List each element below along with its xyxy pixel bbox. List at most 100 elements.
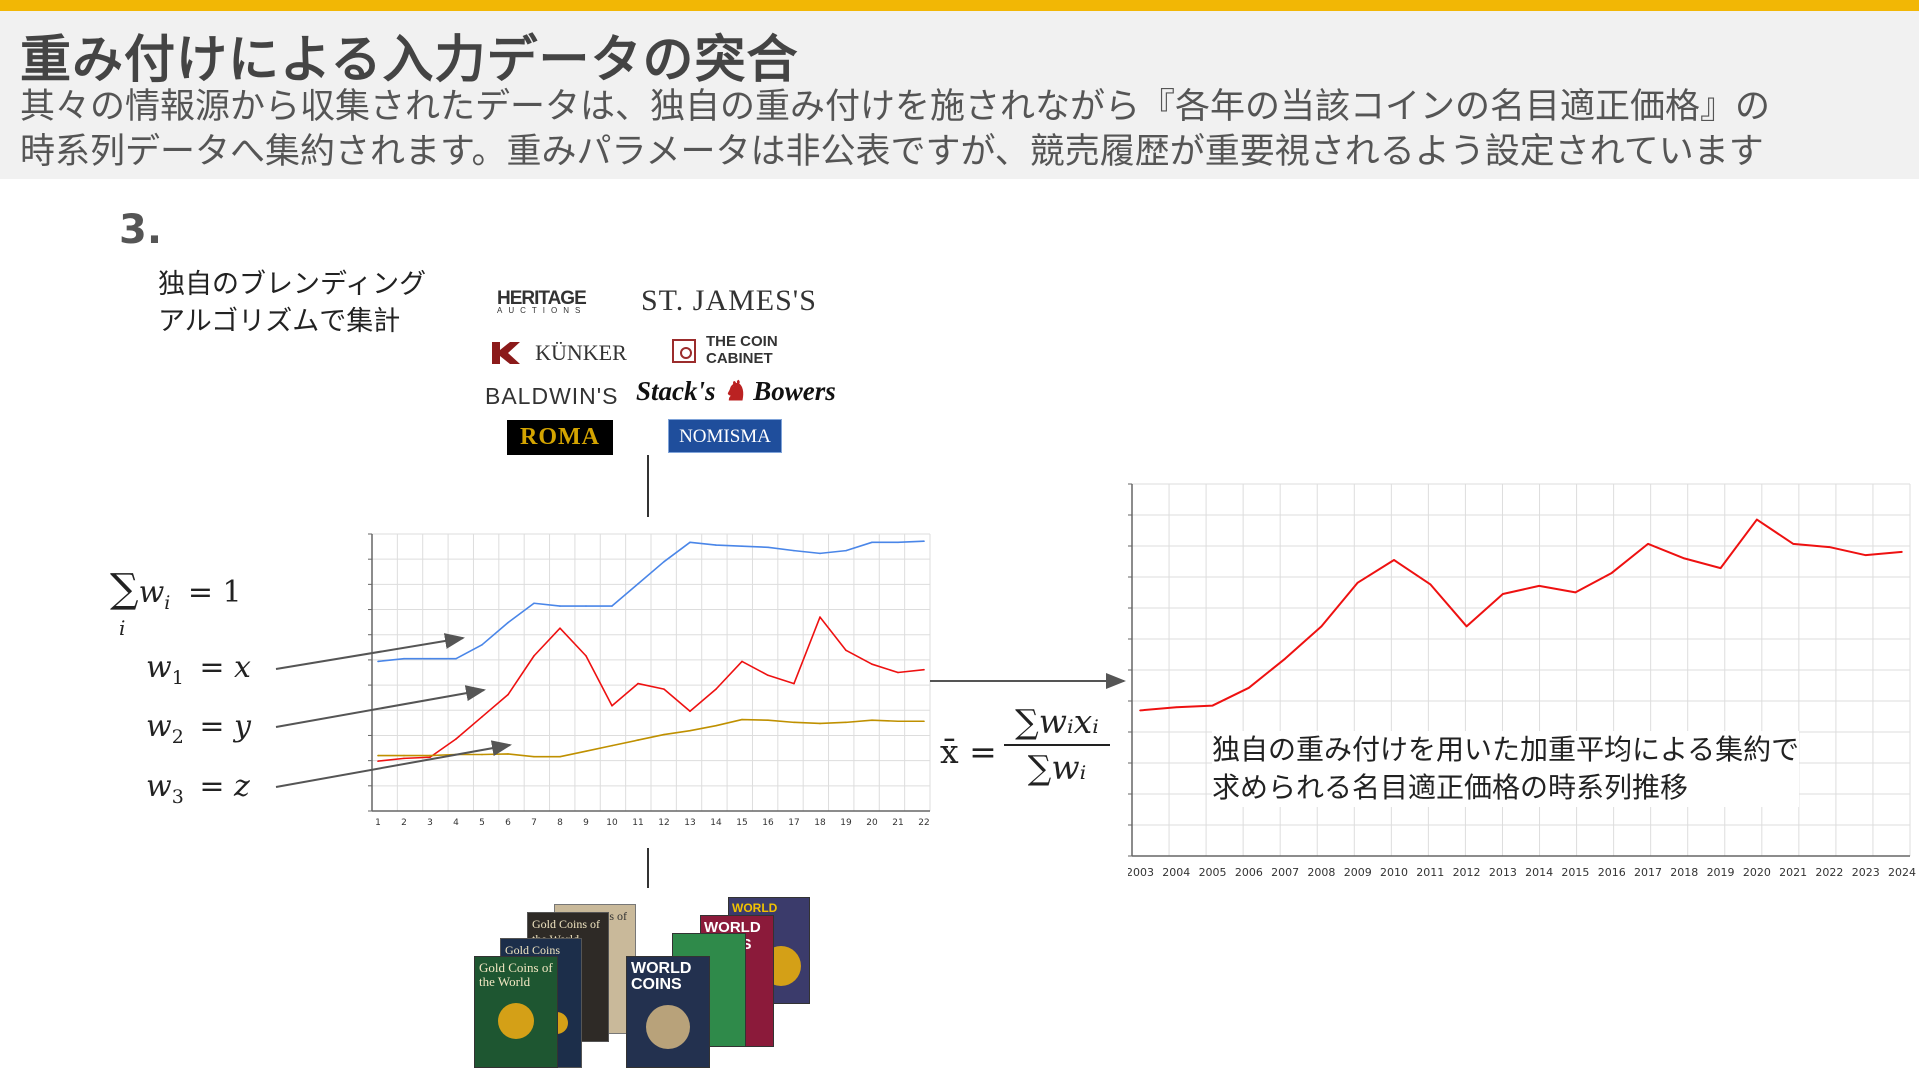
series-3-point (611, 744, 613, 747)
series-line-1 (377, 540, 925, 663)
weight-2-value: = y (199, 709, 251, 744)
subtitle-line-1: 其々の情報源から収集されたデータは、独自の重み付けを施されながら『各年の当該コイ… (20, 87, 1771, 127)
x-tick-label: 12 (658, 818, 669, 828)
x-tick-label: 2023 (1852, 866, 1880, 879)
blend-label: 独自のブレンディング アルゴリズムで集計 (158, 266, 426, 340)
x-tick-label: 2021 (1779, 866, 1807, 879)
series-1-point (1719, 567, 1722, 569)
x-tick-label: 13 (684, 818, 695, 828)
series-1-point (1828, 546, 1831, 548)
heritage-logo-text: HERITAGE (497, 288, 587, 309)
book-gold-coins-front: Gold Coins of the World (474, 956, 558, 1068)
x-tick-label: 4 (453, 818, 459, 828)
series-3-point (533, 755, 535, 758)
series-2-point (377, 760, 379, 762)
x-tick-label: 2022 (1815, 866, 1843, 879)
series-1-point (1356, 581, 1359, 584)
x-tick-label: 8 (557, 818, 563, 828)
weight-2-formula: w2 = y (146, 709, 251, 748)
weight-2-symbol: w (146, 709, 172, 744)
weight-sum-formula: ∑wi = 1 (110, 566, 242, 614)
connector-logos (647, 455, 649, 517)
series-2-point (559, 627, 561, 629)
series-1-point (1465, 625, 1468, 628)
weighted-mean-label: x̄ = (940, 732, 997, 771)
x-tick-label: 2009 (1344, 866, 1372, 879)
series-2-point (663, 688, 665, 690)
series-1-point (1574, 591, 1577, 594)
step-number: 3. (119, 207, 163, 253)
series-2-point (429, 756, 431, 759)
series-2-point (611, 704, 613, 707)
series-1-point (585, 605, 587, 607)
fraction-denominator: ∑wᵢ (1027, 748, 1087, 787)
x-tick-label: 2007 (1271, 866, 1299, 879)
series-2-point (403, 757, 405, 760)
book-front-world-coin-icon (646, 1005, 690, 1049)
series-1-point (871, 541, 873, 544)
series-3-point (429, 754, 431, 757)
weighted-mean-fraction: ∑wᵢxᵢ ∑wᵢ (1004, 702, 1110, 788)
x-tick-label: 5 (479, 818, 485, 828)
series-3-point (637, 739, 639, 741)
weight-symbol: w (138, 575, 165, 610)
sum-symbol: ∑ (110, 566, 139, 612)
sum-index: i (119, 616, 126, 640)
series-1-point (793, 549, 795, 552)
series-3-point (559, 755, 561, 758)
fraction-numerator: ∑wᵢxᵢ (1015, 702, 1099, 741)
series-1-point (1647, 543, 1649, 545)
x-tick-label: 2008 (1307, 866, 1335, 879)
book-dark-title: Gold Coins (505, 943, 561, 957)
coin-cabinet-text-2: CABINET (706, 350, 773, 367)
series-2-point (455, 738, 457, 740)
series-1-point (1175, 706, 1178, 708)
weight-1-value: = x (199, 650, 251, 685)
series-1-point (559, 605, 561, 607)
series-2-point (845, 649, 847, 652)
series-2-point (819, 616, 821, 618)
fraction-bar (1004, 744, 1110, 746)
series-2-point (871, 663, 873, 665)
series-1-point (1211, 704, 1214, 707)
book-front-coin-icon (498, 1003, 534, 1039)
accent-bar (0, 0, 1919, 11)
weight-3-value: = z (199, 769, 250, 804)
series-1-point (1901, 551, 1903, 553)
weight-3-index: 3 (171, 786, 184, 808)
series-3-point (819, 722, 821, 725)
x-tick-label: 2 (401, 818, 407, 828)
series-1-point (611, 605, 613, 607)
x-tick-label: 2016 (1598, 866, 1626, 879)
x-tick-label: 19 (840, 818, 852, 828)
series-1-point (715, 544, 717, 546)
roma-logo: ROMA (507, 420, 613, 455)
x-tick-label: 9 (583, 818, 589, 828)
series-1-point (819, 552, 821, 555)
series-1-point (455, 657, 457, 660)
series-1-point (403, 657, 405, 660)
series-1-point (1393, 559, 1395, 561)
series-2-point (741, 660, 743, 663)
series-3-point (793, 721, 795, 724)
x-tick-label: 22 (918, 818, 929, 828)
x-tick-label: 2014 (1525, 866, 1553, 879)
x-tick-label: 2011 (1416, 866, 1444, 879)
series-1-point (1610, 572, 1613, 574)
weight-1-index: 1 (171, 667, 184, 689)
connector-books (647, 848, 649, 888)
blend-label-line-1: 独自のブレンディング (158, 269, 427, 300)
x-tick-label: 21 (892, 818, 903, 828)
series-2-point (923, 668, 925, 671)
book-4-title: WORLD COINS (631, 960, 692, 993)
coin-cabinet-logo: THE COIN CABINET (672, 333, 778, 367)
series-1-point (689, 541, 691, 544)
x-tick-label: 2003 (1128, 866, 1154, 879)
series-2-point (533, 655, 535, 657)
series-1-point (429, 657, 431, 660)
series-3-point (377, 754, 379, 757)
bowers-logo-text: Bowers (753, 376, 836, 406)
x-tick-label: 2005 (1199, 866, 1227, 879)
input-series-chart: 1 2 3 4 5 6 7 8 9 10 11 12 13 14 15 16 17 18 19 20 21 22 (368, 533, 931, 828)
series-1-point (1429, 583, 1432, 586)
